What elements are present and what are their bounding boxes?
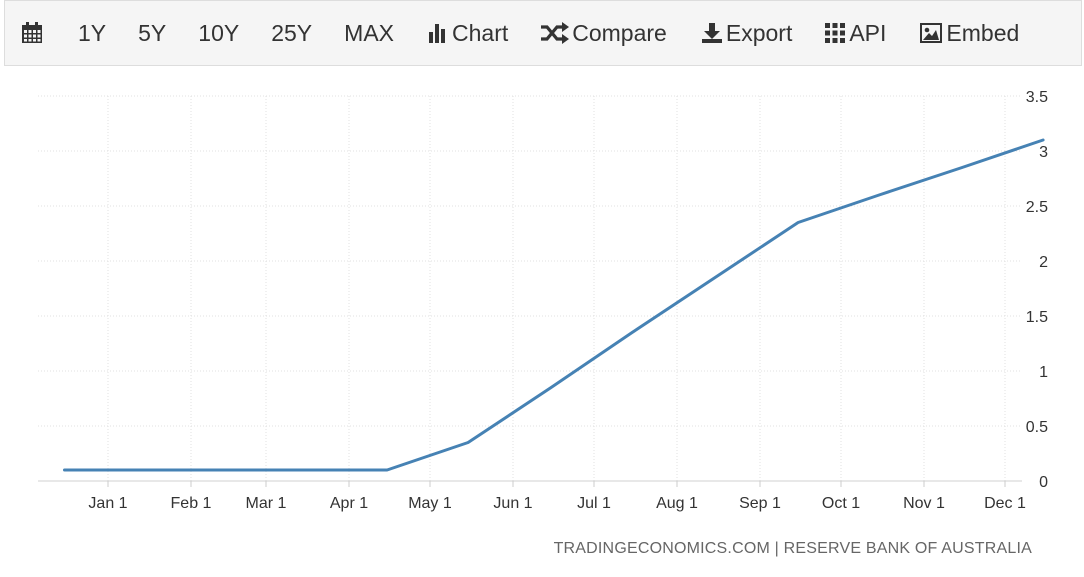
x-tick-label: Jul 1	[577, 495, 611, 512]
range-5y-button[interactable]: 5Y	[138, 19, 167, 46]
compare-label: Compare	[572, 19, 667, 46]
export-label: Export	[725, 19, 793, 46]
bar-chart-icon	[429, 24, 445, 43]
range-10y-button[interactable]: 10Y	[198, 19, 240, 46]
y-tick-label: 1.5	[1026, 309, 1048, 326]
x-tick-label: Sep 1	[739, 495, 781, 512]
x-tick-label: Nov 1	[903, 495, 945, 512]
download-icon	[701, 23, 722, 43]
y-tick-label: 0	[1039, 474, 1048, 491]
grid-icon	[825, 23, 846, 43]
y-tick-label: 2.5	[1026, 199, 1048, 216]
compare-button[interactable]: Compare	[539, 20, 667, 47]
x-tick-label: Feb 1	[171, 495, 212, 512]
x-tick-label: Jan 1	[88, 495, 127, 512]
image-icon	[920, 23, 943, 43]
line-chart: Jan 1 Feb 1 Mar 1 Apr 1 May 1 Jun 1 Jul 1 Aug 1…	[38, 89, 1048, 512]
api-button[interactable]: API	[824, 20, 886, 47]
source-credit: TRADINGECONOMICS.COM | RESERVE BANK OF A…	[553, 540, 1032, 557]
y-tick-label: 2	[1039, 254, 1048, 271]
series-layer	[63, 138, 1045, 472]
range-25y-button[interactable]: 25Y	[271, 19, 313, 46]
x-axis: Jan 1 Feb 1 Mar 1 Apr 1 May 1 Jun 1 Jul 1 Aug 1…	[38, 480, 1026, 512]
x-tick-label: Jun 1	[493, 495, 532, 512]
range-1y-button[interactable]: 1Y	[78, 19, 107, 46]
y-tick-label: 0.5	[1026, 419, 1048, 436]
series-line	[63, 138, 1045, 472]
chart-toolbar: 1Y 5Y 10Y 25Y MAX Chart Compare Export	[4, 0, 1082, 66]
range-max-button[interactable]: MAX	[344, 19, 394, 46]
y-tick-label: 1	[1039, 364, 1048, 381]
chart-type-label: Chart	[452, 19, 509, 46]
shuffle-icon	[541, 22, 570, 44]
x-tick-label: Oct 1	[822, 495, 860, 512]
y-tick-label: 3	[1039, 144, 1048, 161]
x-tick-label: May 1	[408, 495, 452, 512]
y-tick-label: 3.5	[1026, 89, 1048, 106]
chart-area: Jan 1 Feb 1 Mar 1 Apr 1 May 1 Jun 1 Jul 1 Aug 1…	[0, 66, 1084, 577]
x-tick-label: Mar 1	[246, 495, 287, 512]
api-label: API	[849, 19, 887, 46]
grid	[38, 95, 1022, 482]
chart-type-button[interactable]: Chart	[427, 20, 508, 47]
export-button[interactable]: Export	[701, 20, 792, 47]
y-axis: 0 0.5 1 1.5 2 2.5 3 3.5	[1026, 89, 1048, 491]
calendar-button[interactable]	[21, 22, 43, 44]
embed-button[interactable]: Embed	[919, 20, 1019, 47]
embed-label: Embed	[946, 19, 1020, 46]
x-tick-label: Dec 1	[984, 495, 1026, 512]
x-tick-label: Apr 1	[330, 495, 368, 512]
x-tick-label: Aug 1	[656, 495, 698, 512]
calendar-icon	[22, 22, 42, 43]
